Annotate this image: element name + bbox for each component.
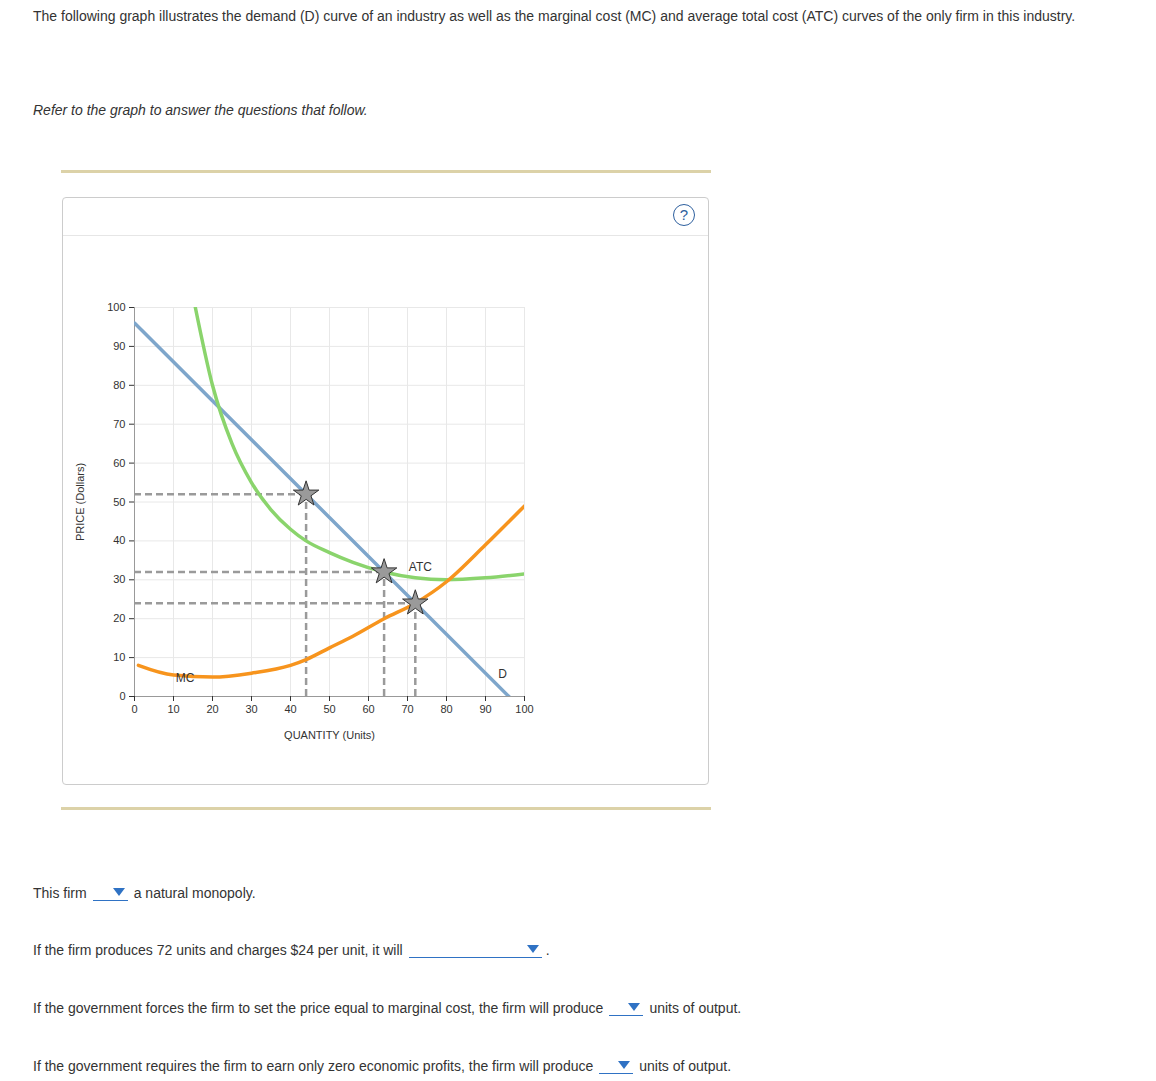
svg-text:0: 0 [131,703,137,715]
html-text:If the firm produces 72 units: If the firm produces 72 units and charge… [33,942,403,958]
svg-text:MC: MC [176,671,195,685]
svg-text:90: 90 [479,703,491,715]
svg-text:PRICE (Dollars): PRICE (Dollars) [74,463,86,541]
svg-text:100: 100 [515,703,533,715]
svg-text:80: 80 [113,379,125,391]
svg-text:80: 80 [440,703,452,715]
html-text:If the government forces the f: If the government forces the firm to set… [33,1000,604,1016]
html-text:If the government requires the: If the government requires the firm to e… [33,1058,594,1074]
html-text:Refer to the graph to answer t: Refer to the graph to answer the questio… [33,102,368,118]
svg-text:20: 20 [206,703,218,715]
svg-text:40: 40 [113,534,125,546]
svg-text:0: 0 [119,690,125,702]
html-text:The following graph illustrate: The following graph illustrates the dema… [33,8,1076,24]
svg-text:90: 90 [113,340,125,352]
svg-text:100: 100 [107,301,125,313]
svg-text:70: 70 [401,703,413,715]
svg-text:ATC: ATC [409,560,432,574]
svg-text:30: 30 [245,703,257,715]
svg-text:60: 60 [113,457,125,469]
html-text:a natural monopoly.: a natural monopoly. [133,885,256,901]
svg-text:10: 10 [167,703,179,715]
svg-text:20: 20 [113,612,125,624]
svg-text:QUANTITY (Units): QUANTITY (Units) [284,729,375,741]
svg-text:40: 40 [284,703,296,715]
html-text:This firm: This firm [33,885,87,901]
svg-text:60: 60 [362,703,374,715]
html-text:units of output.: units of output. [639,1058,732,1074]
svg-text:30: 30 [113,573,125,585]
svg-text:50: 50 [113,496,125,508]
svg-text:70: 70 [113,418,125,430]
html-text:units of output.: units of output. [649,1000,742,1016]
svg-text:10: 10 [113,651,125,663]
svg-text:D: D [498,667,507,681]
svg-text:50: 50 [323,703,335,715]
